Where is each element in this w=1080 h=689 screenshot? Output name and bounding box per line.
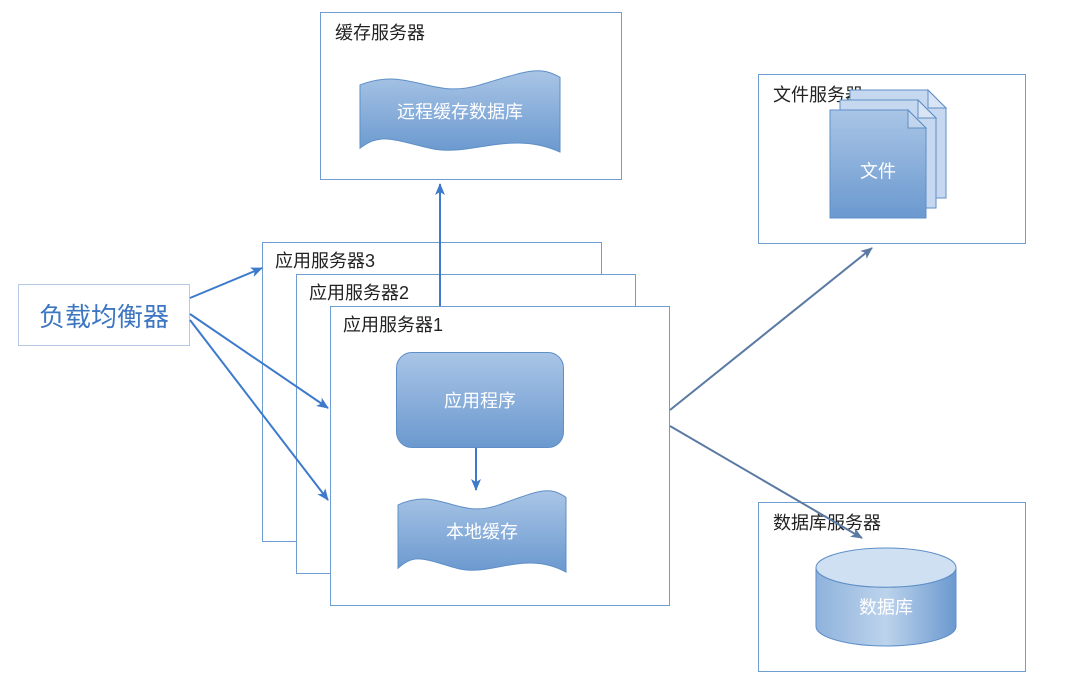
app-server-1-label: 应用服务器1 [343, 311, 443, 337]
load-balancer-box: 负载均衡器 [18, 284, 190, 346]
file-server-label: 文件服务器 [773, 81, 863, 107]
app-program-label: 应用程序 [444, 387, 516, 413]
db-server-label: 数据库服务器 [773, 509, 881, 535]
arrow-app1-to-fileserver [670, 248, 872, 410]
app-server-2-label: 应用服务器2 [309, 279, 409, 305]
app-server-1-box: 应用服务器1 [330, 306, 670, 606]
cache-server-label: 缓存服务器 [335, 19, 425, 45]
app-server-3-label: 应用服务器3 [275, 247, 375, 273]
cache-server-box: 缓存服务器 [320, 12, 622, 180]
db-server-box: 数据库服务器 [758, 502, 1026, 672]
app-program-shape: 应用程序 [396, 352, 564, 448]
load-balancer-label: 负载均衡器 [39, 297, 169, 334]
file-server-box: 文件服务器 [758, 74, 1026, 244]
arrow-lb-to-app3 [190, 268, 262, 298]
